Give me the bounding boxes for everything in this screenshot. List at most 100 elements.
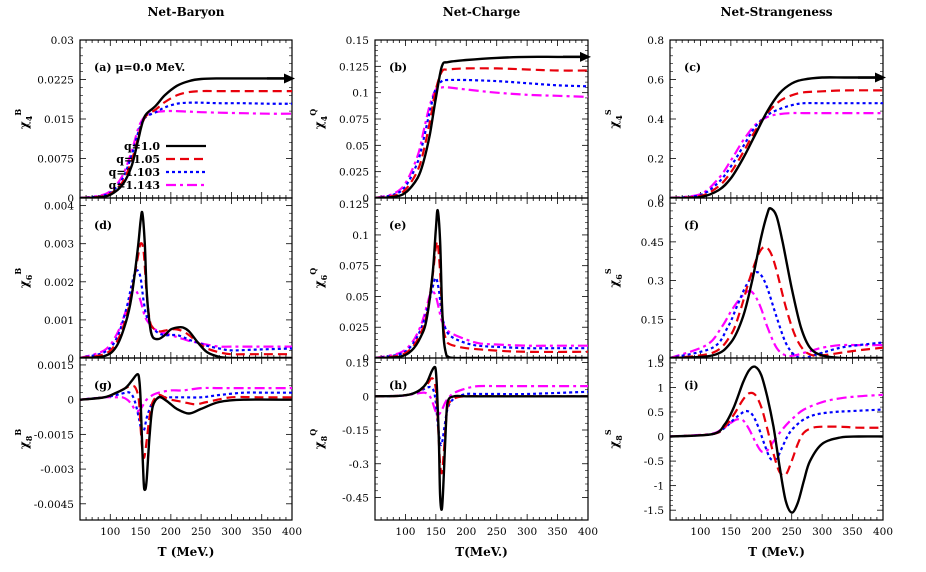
y-axis-label-base: χ: [312, 121, 326, 129]
series-line: [670, 365, 883, 514]
y-tick-label: 0: [67, 193, 74, 205]
y-axis-label: χ6B: [13, 268, 34, 288]
series-line: [80, 210, 292, 358]
series-line: [80, 89, 292, 198]
series-line: [670, 289, 883, 358]
series-line: [80, 384, 292, 459]
panel-f: χ6S (f): [603, 197, 884, 359]
y-tick-label: 0: [362, 353, 369, 365]
plot-frame: [669, 39, 884, 199]
arrow-head: [875, 72, 886, 83]
panel-b: χ4Q (b): [308, 39, 591, 199]
series-group: [375, 208, 588, 358]
panel-h: χ8Q (h): [308, 357, 589, 521]
y-tick-label: 0.015: [44, 114, 74, 126]
series-line: [375, 67, 588, 198]
y-tick-label: 0: [657, 193, 664, 205]
y-axis-label-sub: 8: [614, 435, 624, 441]
arrow-head: [580, 51, 591, 62]
y-tick-label: 0.03: [51, 35, 74, 47]
y-tick-label: 0.075: [339, 114, 369, 126]
x-axis-label: T(MeV.): [455, 545, 508, 559]
y-axis-label-sub: 8: [319, 435, 329, 441]
panel-label: (d): [94, 219, 112, 232]
x-tick-label: 400: [282, 526, 302, 538]
series-group: [670, 76, 883, 198]
x-tick-label: 350: [843, 526, 863, 538]
y-axis-label-base: χ: [17, 280, 31, 288]
x-tick-label: 300: [221, 526, 241, 538]
y-axis-label-sub: 8: [24, 435, 34, 441]
y-tick-label: 0.003: [44, 239, 74, 251]
legend-label: q=1.143: [109, 179, 160, 192]
y-axis-label-base: χ: [17, 441, 31, 449]
series-group: [80, 210, 292, 358]
legend-label: q=1.0: [124, 140, 160, 153]
x-axis-label: T (MeV.): [748, 545, 805, 559]
y-axis-label-sub: 6: [614, 274, 624, 280]
y-axis-label-base: χ: [17, 121, 31, 129]
y-axis-label-sup: Q: [308, 268, 318, 275]
y-tick-label: 0.1: [352, 230, 369, 242]
y-tick-label: 0.1: [352, 88, 369, 100]
y-axis-label: χ6S: [603, 268, 624, 287]
series-line: [670, 245, 883, 358]
x-tick-label: 250: [191, 526, 211, 538]
x-tick-label: 400: [578, 526, 598, 538]
y-tick-label: 0.15: [641, 314, 664, 326]
x-tick-label: 300: [517, 526, 537, 538]
column-title: Net-Baryon: [147, 5, 224, 19]
series-line: [80, 372, 292, 492]
plot-frame: [79, 357, 293, 521]
y-axis-label-sup: S: [603, 268, 613, 274]
series-line: [80, 386, 292, 413]
panel-label: (b): [389, 61, 407, 74]
y-tick-label: -1.5: [644, 505, 664, 517]
y-tick-label: 0.05: [346, 140, 369, 152]
x-tick-label: 150: [131, 526, 151, 538]
panel-label: (c): [684, 61, 701, 74]
series-group: [670, 365, 883, 514]
x-axis-label: T (MeV.): [158, 545, 215, 559]
y-tick-label: 1: [657, 382, 664, 394]
y-axis-label-sup: S: [603, 109, 613, 115]
y-tick-label: 0.4: [647, 114, 664, 126]
plot-frame: [374, 357, 589, 521]
legend-label: q=1.05: [116, 153, 160, 166]
y-tick-label: -1: [654, 481, 664, 493]
panel-label: (e): [389, 219, 406, 232]
y-axis-label-sup: S: [603, 429, 613, 435]
y-axis-label: χ4S: [603, 109, 624, 128]
x-tick-label: 200: [456, 526, 476, 538]
series-line: [80, 269, 292, 358]
y-tick-label: -0.003: [40, 464, 74, 476]
series-line: [375, 365, 588, 511]
panel-c: χ4S (c): [603, 39, 886, 199]
y-axis-label: χ8S: [603, 429, 624, 448]
y-tick-label: 0.6: [647, 198, 664, 210]
y-axis-label-sub: 4: [614, 115, 624, 121]
y-axis-label-sup: Q: [308, 429, 318, 436]
y-tick-label: 0.15: [346, 35, 369, 47]
series-line: [670, 207, 883, 358]
series-group: [375, 55, 588, 198]
series-line: [80, 101, 292, 198]
series-line: [375, 384, 588, 416]
y-tick-label: 0.45: [641, 237, 664, 249]
x-tick-label: 350: [252, 526, 272, 538]
series-group: [80, 77, 292, 198]
y-tick-label: 0: [657, 353, 664, 365]
y-tick-label: 0.0075: [37, 154, 74, 166]
y-tick-label: 0.2: [647, 154, 664, 166]
y-axis-label: χ8Q: [308, 429, 329, 449]
panel-a: χ4B (a) μ=0.0 MeV.: [13, 39, 295, 199]
x-tick-label: 300: [812, 526, 832, 538]
plot-frame: [669, 357, 884, 521]
series-line: [375, 377, 588, 475]
y-tick-label: -0.15: [342, 425, 369, 437]
y-tick-label: 0.125: [339, 199, 369, 211]
y-axis-label: χ4B: [13, 109, 34, 129]
series-line: [670, 391, 883, 477]
y-axis-label-base: χ: [607, 280, 621, 288]
x-tick-label: 200: [161, 526, 181, 538]
